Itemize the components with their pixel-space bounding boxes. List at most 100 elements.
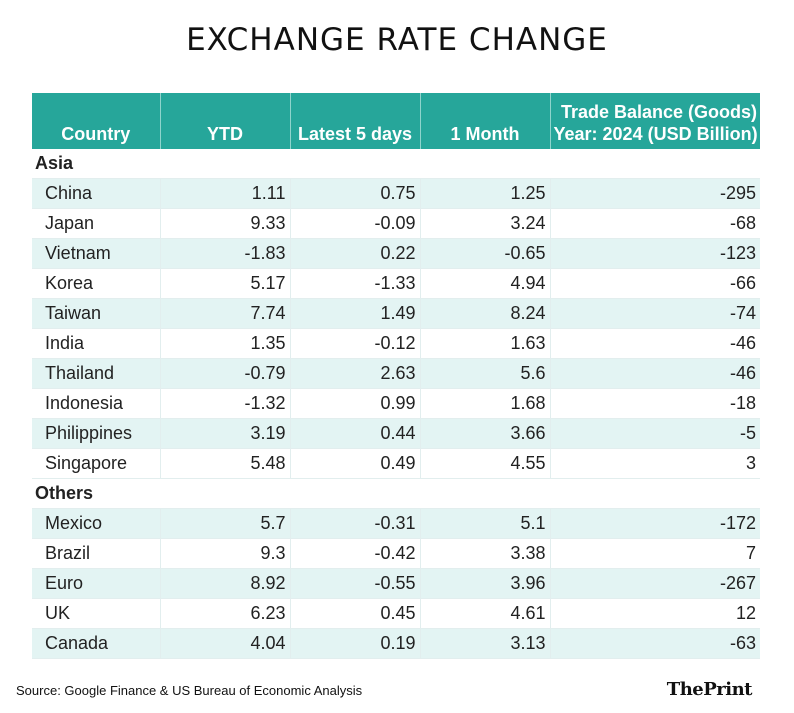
cell-1-month: 1.25 [420, 178, 551, 209]
cell-trade-balance: -267 [550, 568, 760, 599]
cell-latest-5-days: 0.44 [290, 418, 421, 449]
section-row: Others [32, 478, 760, 509]
cell-latest-5-days: -0.31 [290, 508, 421, 539]
cell-trade-balance: 3 [550, 448, 760, 479]
table-row: Japan 9.33 -0.09 3.24 -68 [32, 208, 760, 239]
cell-1-month: -0.65 [420, 238, 551, 269]
table-header-row: Country YTD Latest 5 days 1 Month Trade … [32, 93, 760, 149]
cell-ytd: 1.11 [160, 178, 291, 209]
table-row: Korea 5.17 -1.33 4.94 -66 [32, 268, 760, 299]
cell-country: Singapore [32, 448, 161, 479]
cell-ytd: 7.74 [160, 298, 291, 329]
cell-country: Taiwan [32, 298, 161, 329]
cell-ytd: 6.23 [160, 598, 291, 629]
cell-country: Japan [32, 208, 161, 239]
section-row: Asia [32, 149, 760, 179]
section-label: Others [32, 478, 760, 509]
cell-country: Philippines [32, 418, 161, 449]
table-row: Mexico 5.7 -0.31 5.1 -172 [32, 508, 760, 539]
cell-ytd: 5.7 [160, 508, 291, 539]
table-body: Asia China 1.11 0.75 1.25 -295 Japan 9.33 -0.09 3… [32, 149, 760, 659]
cell-1-month: 3.66 [420, 418, 551, 449]
cell-1-month: 1.63 [420, 328, 551, 359]
cell-trade-balance: -123 [550, 238, 760, 269]
table-row: Taiwan 7.74 1.49 8.24 -74 [32, 298, 760, 329]
cell-ytd: 3.19 [160, 418, 291, 449]
table-row: Brazil 9.3 -0.42 3.38 7 [32, 538, 760, 569]
cell-ytd: -1.83 [160, 238, 291, 269]
cell-trade-balance: -5 [550, 418, 760, 449]
cell-1-month: 4.61 [420, 598, 551, 629]
cell-1-month: 1.68 [420, 388, 551, 419]
cell-trade-balance: -46 [550, 328, 760, 359]
cell-trade-balance: -66 [550, 268, 760, 299]
table-row: Thailand -0.79 2.63 5.6 -46 [32, 358, 760, 389]
cell-country: Brazil [32, 538, 161, 569]
cell-country: Korea [32, 268, 161, 299]
cell-trade-balance: 12 [550, 598, 760, 629]
cell-country: Euro [32, 568, 161, 599]
header-trade-balance-line1: Trade Balance (Goods) [560, 102, 757, 122]
cell-ytd: 5.17 [160, 268, 291, 299]
cell-trade-balance: 7 [550, 538, 760, 569]
cell-trade-balance: -295 [550, 178, 760, 209]
header-ytd: YTD [160, 93, 291, 149]
cell-latest-5-days: -0.42 [290, 538, 421, 569]
cell-country: Vietnam [32, 238, 161, 269]
cell-latest-5-days: 0.49 [290, 448, 421, 479]
cell-1-month: 3.24 [420, 208, 551, 239]
table-row: Canada 4.04 0.19 3.13 -63 [32, 628, 760, 659]
header-latest-5-days: Latest 5 days [290, 93, 421, 149]
cell-ytd: 9.33 [160, 208, 291, 239]
cell-trade-balance: -68 [550, 208, 760, 239]
cell-1-month: 3.13 [420, 628, 551, 659]
table-row: Euro 8.92 -0.55 3.96 -267 [32, 568, 760, 599]
cell-country: UK [32, 598, 161, 629]
cell-trade-balance: -46 [550, 358, 760, 389]
cell-1-month: 4.94 [420, 268, 551, 299]
cell-ytd: 1.35 [160, 328, 291, 359]
cell-latest-5-days: 0.99 [290, 388, 421, 419]
table-row: China 1.11 0.75 1.25 -295 [32, 178, 760, 209]
cell-latest-5-days: 0.75 [290, 178, 421, 209]
cell-ytd: 8.92 [160, 568, 291, 599]
header-trade-balance: Trade Balance (Goods) Year: 2024 (USD Bil… [550, 93, 760, 149]
cell-ytd: 5.48 [160, 448, 291, 479]
cell-ytd: -1.32 [160, 388, 291, 419]
cell-trade-balance: -74 [550, 298, 760, 329]
exchange-rate-table: Country YTD Latest 5 days 1 Month Trade … [32, 93, 760, 659]
cell-1-month: 4.55 [420, 448, 551, 479]
table-row: India 1.35 -0.12 1.63 -46 [32, 328, 760, 359]
cell-country: India [32, 328, 161, 359]
cell-country: Thailand [32, 358, 161, 389]
section-label: Asia [32, 149, 760, 179]
cell-country: Indonesia [32, 388, 161, 419]
cell-ytd: -0.79 [160, 358, 291, 389]
table-row: Philippines 3.19 0.44 3.66 -5 [32, 418, 760, 449]
cell-latest-5-days: 0.19 [290, 628, 421, 659]
source-note: Source: Google Finance & US Bureau of Ec… [16, 683, 363, 698]
cell-latest-5-days: 2.63 [290, 358, 421, 389]
cell-country: Canada [32, 628, 161, 659]
table-row: Vietnam -1.83 0.22 -0.65 -123 [32, 238, 760, 269]
cell-ytd: 4.04 [160, 628, 291, 659]
cell-latest-5-days: 1.49 [290, 298, 421, 329]
cell-1-month: 5.1 [420, 508, 551, 539]
cell-ytd: 9.3 [160, 538, 291, 569]
cell-latest-5-days: 0.22 [290, 238, 421, 269]
theprint-logo: ThePrint [666, 679, 753, 700]
cell-1-month: 3.96 [420, 568, 551, 599]
table-row: UK 6.23 0.45 4.61 12 [32, 598, 760, 629]
cell-1-month: 8.24 [420, 298, 551, 329]
header-trade-balance-line2: Year: 2024 (USD Billion) [553, 124, 758, 144]
chart-title: EXCHANGE RATE CHANGE [186, 22, 608, 58]
cell-country: Mexico [32, 508, 161, 539]
table-row: Singapore 5.48 0.49 4.55 3 [32, 448, 760, 479]
cell-country: China [32, 178, 161, 209]
table-row: Indonesia -1.32 0.99 1.68 -18 [32, 388, 760, 419]
cell-latest-5-days: -0.12 [290, 328, 421, 359]
cell-latest-5-days: 0.45 [290, 598, 421, 629]
header-1-month: 1 Month [420, 93, 551, 149]
cell-trade-balance: -63 [550, 628, 760, 659]
header-country: Country [32, 93, 161, 149]
